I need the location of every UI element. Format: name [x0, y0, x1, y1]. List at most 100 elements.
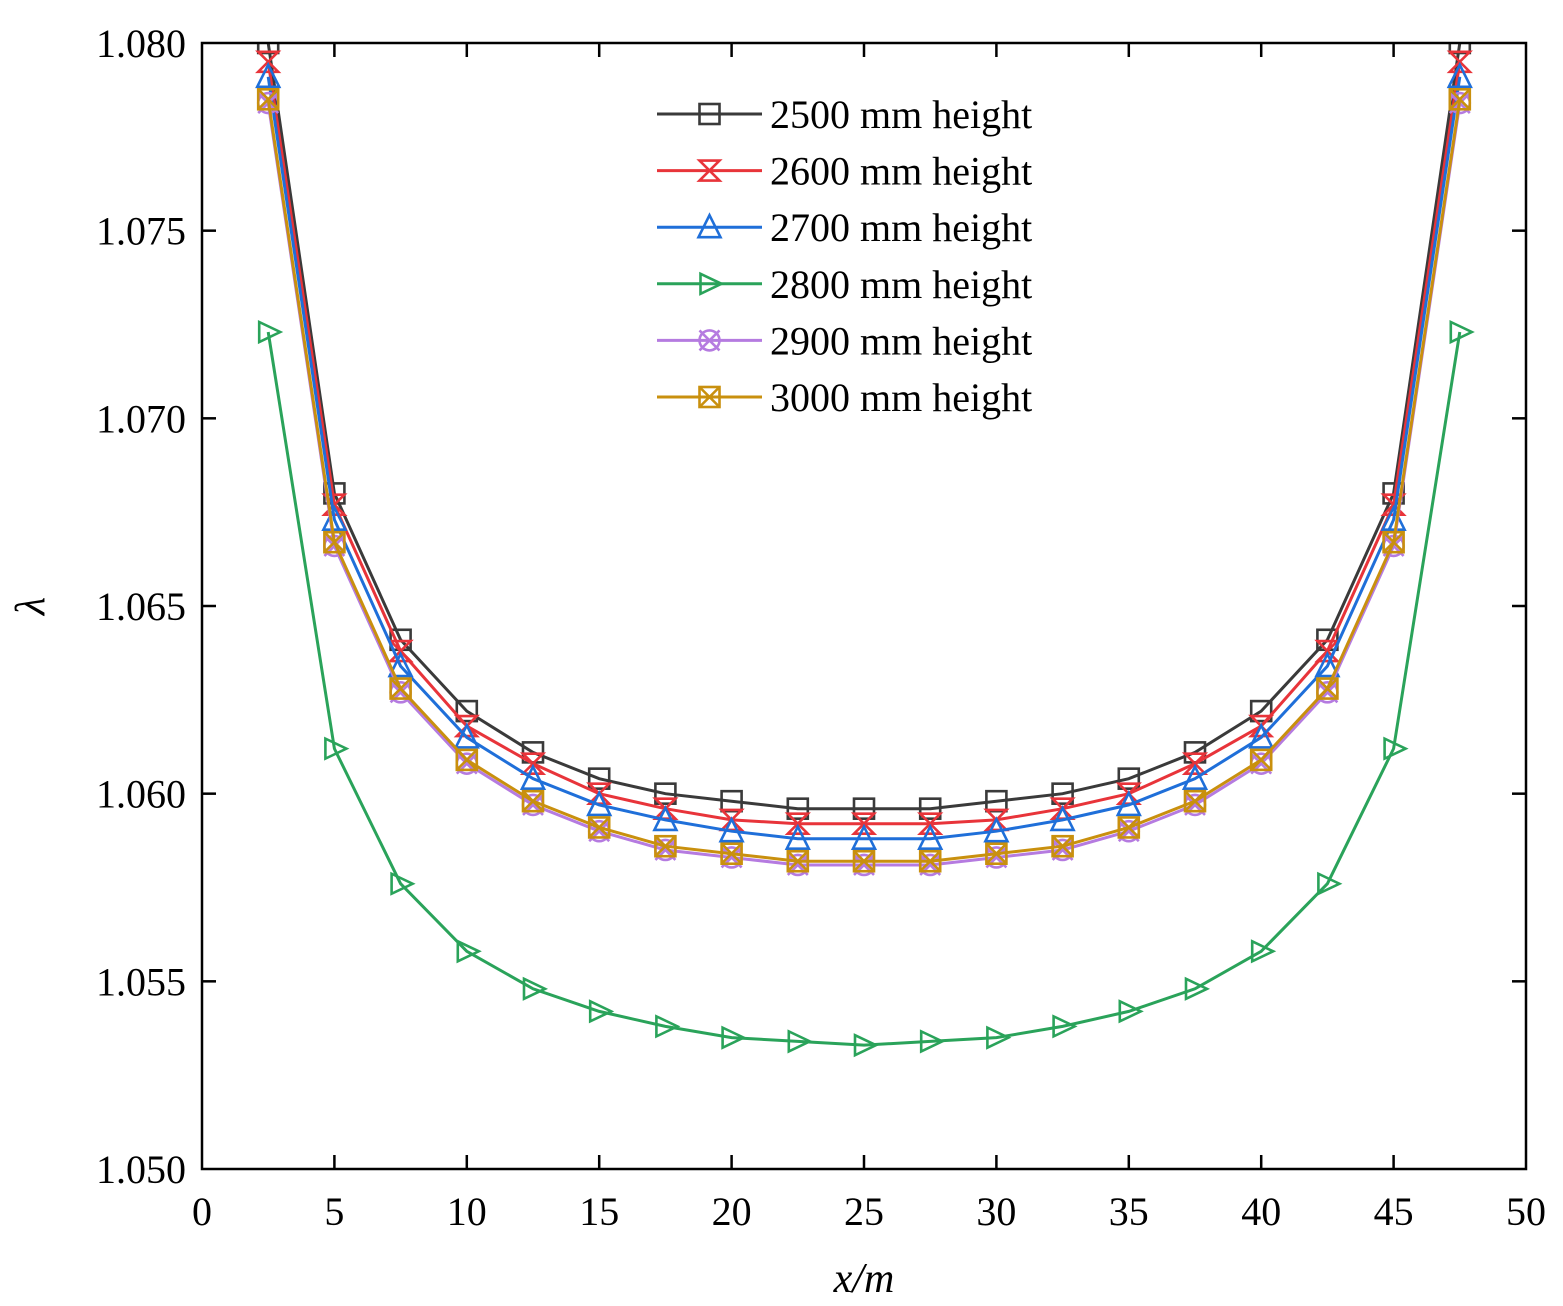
- data-point-5-1: [323, 530, 346, 554]
- y-tick-label-5: 1.075: [96, 209, 186, 254]
- legend-marker-5: [698, 385, 721, 409]
- data-point-0-8: [786, 797, 810, 820]
- data-point-5-14: [1183, 789, 1207, 813]
- legend-marker-5-box: [698, 385, 721, 409]
- legend-item-4: 2900 mm height: [657, 318, 1032, 363]
- data-point-5-6-box: [654, 834, 677, 858]
- data-point-5-4: [521, 789, 545, 813]
- legend-item-0: 2500 mm height: [657, 92, 1032, 137]
- series-3: [257, 319, 1475, 1058]
- y-axis-label: λ: [8, 597, 54, 617]
- x-tick-label-9: 45: [1374, 1189, 1414, 1234]
- data-point-3-3: [456, 939, 482, 964]
- data-point-5-11-cross: [985, 842, 1008, 865]
- legend-label-5: 3000 mm height: [770, 375, 1032, 420]
- data-point-5-5-cross: [588, 816, 611, 839]
- data-point-2-12: [1049, 805, 1076, 832]
- data-point-5-4-cross: [522, 790, 544, 813]
- data-point-2-4: [519, 763, 547, 790]
- data-point-3-14: [1184, 976, 1211, 1001]
- x-tick-label-7: 35: [1109, 1189, 1149, 1234]
- data-point-5-14-cross: [1184, 790, 1206, 813]
- y-tick-label-1: 1.055: [96, 959, 186, 1004]
- data-point-5-0-box: [256, 88, 280, 111]
- x-tick-label-6: 30: [976, 1189, 1016, 1234]
- data-point-1-2: [387, 639, 414, 663]
- data-point-2-5: [586, 790, 613, 817]
- data-point-5-0: [256, 88, 280, 111]
- data-point-2-7: [718, 816, 745, 843]
- y-tick-label-6: 1.080: [96, 21, 186, 66]
- legend-marker-0: [698, 102, 721, 126]
- legend-item-3: 2800 mm height: [657, 262, 1032, 307]
- x-tick-label-8: 40: [1241, 1189, 1281, 1234]
- legend-item-5: 3000 mm height: [657, 375, 1032, 420]
- data-point-5-9-cross: [853, 850, 875, 873]
- data-point-3-7: [721, 1025, 747, 1050]
- data-point-0-10: [918, 797, 942, 820]
- data-point-5-9-box: [852, 849, 876, 873]
- data-point-5-18-cross: [1448, 88, 1471, 111]
- data-point-3-13: [1118, 999, 1144, 1024]
- data-point-3-11: [986, 1025, 1012, 1050]
- data-point-5-0-cross: [257, 88, 280, 111]
- data-point-5-13: [1117, 816, 1141, 839]
- legend-label-2: 2700 mm height: [770, 205, 1032, 250]
- legend-marker-4: [698, 329, 721, 352]
- y-tick-label-2: 1.060: [96, 772, 186, 817]
- data-point-5-1-box: [323, 530, 346, 554]
- data-point-5-13-cross: [1117, 816, 1140, 839]
- data-point-3-12: [1052, 1014, 1078, 1039]
- data-point-5-4-box: [521, 789, 545, 813]
- data-point-5-10: [918, 849, 942, 873]
- legend-label-1: 2600 mm height: [770, 149, 1032, 194]
- data-point-5-13-box: [1117, 816, 1141, 839]
- data-point-2-10: [917, 823, 944, 851]
- data-point-1-16: [1314, 639, 1341, 663]
- data-point-5-5: [587, 816, 611, 839]
- data-point-3-2: [390, 871, 416, 896]
- data-point-5-17: [1382, 530, 1405, 554]
- data-point-1-18: [1446, 50, 1473, 74]
- series-line-2: [266, 76, 1462, 841]
- series-5: [256, 88, 1472, 873]
- data-point-5-6: [654, 834, 677, 858]
- data-point-5-16-cross: [1316, 677, 1339, 700]
- data-point-5-6-cross: [654, 835, 677, 858]
- legend-label-4: 2900 mm height: [770, 318, 1032, 363]
- legend: 2500 mm height 2600 mm height 2700 mm heig…: [657, 92, 1032, 420]
- data-point-5-7-box: [720, 842, 743, 866]
- data-point-5-14-box: [1183, 789, 1207, 813]
- data-point-3-17: [1383, 736, 1409, 761]
- data-point-5-10-box: [918, 849, 942, 873]
- x-tick-label-2: 10: [447, 1189, 487, 1234]
- data-point-5-3-box: [455, 748, 479, 772]
- data-point-5-1-cross: [323, 531, 346, 554]
- data-point-3-0: [257, 319, 284, 345]
- legend-marker-4-cross: [698, 329, 721, 352]
- data-point-5-16-box: [1316, 677, 1339, 700]
- data-point-5-3-cross: [455, 748, 478, 771]
- data-point-0-3: [455, 699, 479, 723]
- data-point-5-7-cross: [720, 842, 743, 865]
- data-point-5-11-box: [985, 842, 1008, 866]
- data-point-5-7: [720, 842, 743, 866]
- data-point-3-18: [1449, 319, 1475, 345]
- legend-item-2: 2700 mm height: [657, 205, 1032, 250]
- data-point-2-9: [850, 823, 878, 851]
- data-point-1-0: [255, 50, 282, 74]
- plot-content: [255, 43, 1475, 1058]
- legend-marker-5-cross: [698, 386, 721, 408]
- x-tick-label-5: 25: [844, 1189, 884, 1234]
- data-point-5-18-box: [1448, 88, 1472, 111]
- data-point-0-13: [1117, 767, 1141, 790]
- series-line-0: [266, 43, 1462, 811]
- data-point-2-8: [784, 823, 811, 851]
- legend-label-3: 2800 mm height: [770, 262, 1032, 307]
- data-point-5-8: [786, 849, 810, 873]
- data-point-0-6: [654, 782, 677, 805]
- data-point-3-16: [1317, 871, 1343, 896]
- data-point-2-18: [1446, 61, 1473, 89]
- data-point-3-4: [522, 976, 549, 1001]
- data-point-5-8-cross: [786, 850, 809, 873]
